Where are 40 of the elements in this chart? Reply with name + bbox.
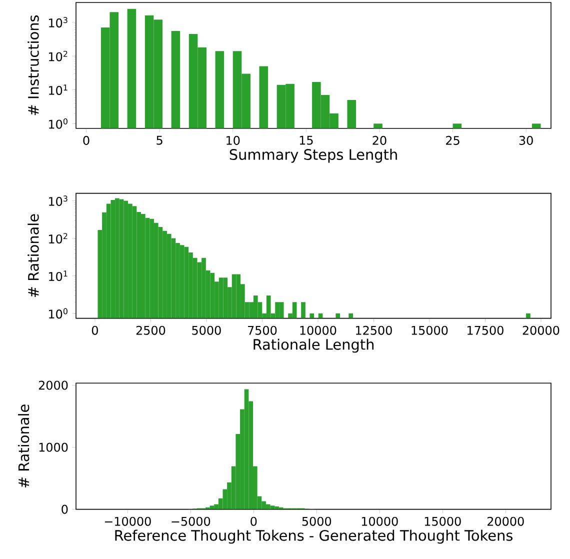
x-tick-label: 7500: [248, 326, 277, 335]
x-tick-label: 12500: [356, 326, 392, 335]
x-tick-label: 10: [226, 136, 240, 145]
x-tick-label: 10000: [300, 326, 336, 335]
x-tick-label: 2500: [136, 326, 166, 335]
y-axis-title: # Instructions: [28, 15, 39, 116]
x-axis-title: Summary Steps Length: [230, 148, 397, 163]
x-tick-label: −5000: [172, 516, 210, 526]
x-axis-title: Rationale Length: [254, 338, 374, 353]
x-tick-label: 0: [250, 516, 257, 526]
y-tick-label: 10$^{3}$: [49, 196, 68, 206]
y-tick-label: 10$^{2}$: [49, 233, 68, 244]
x-tick-label: 30: [519, 136, 533, 145]
x-tick-label: 5000: [192, 326, 221, 335]
y-tick-label: 10$^{0}$: [49, 308, 68, 319]
y-tick-label: 10$^{3}$: [49, 17, 68, 28]
x-tick-label: 15: [300, 136, 313, 145]
x-tick-label: 15000: [424, 516, 461, 526]
x-tick-label: 20: [372, 136, 386, 145]
x-tick-label: 5: [156, 136, 162, 145]
y-tick-label: 2000: [38, 380, 68, 390]
x-tick-label: 20000: [488, 516, 524, 526]
x-tick-label: 10000: [362, 516, 398, 526]
x-tick-label: −10000: [104, 516, 151, 526]
x-tick-label: 0: [92, 326, 98, 335]
x-tick-label: 20000: [522, 326, 560, 335]
y-tick-label: 10$^{1}$: [49, 270, 68, 282]
x-tick-label: 5000: [302, 516, 332, 526]
y-tick-label: 0: [62, 504, 68, 514]
x-tick-label: 25: [446, 136, 460, 145]
x-axis-title: Reference Thought Tokens - Generated Thought Tokens: [115, 530, 513, 544]
y-tick-label: 10$^{1}$: [49, 84, 68, 95]
x-tick-label: 17500: [468, 326, 504, 335]
y-axis-title: # Rationale: [18, 404, 30, 488]
y-tick-label: 10$^{2}$: [49, 50, 68, 62]
x-tick-label: 15000: [412, 326, 448, 335]
y-tick-label: 1000: [39, 442, 68, 452]
x-tick-label: 0: [83, 136, 90, 145]
y-tick-label: 10$^{0}$: [49, 118, 68, 129]
y-axis-title: # Rationale: [28, 214, 39, 298]
